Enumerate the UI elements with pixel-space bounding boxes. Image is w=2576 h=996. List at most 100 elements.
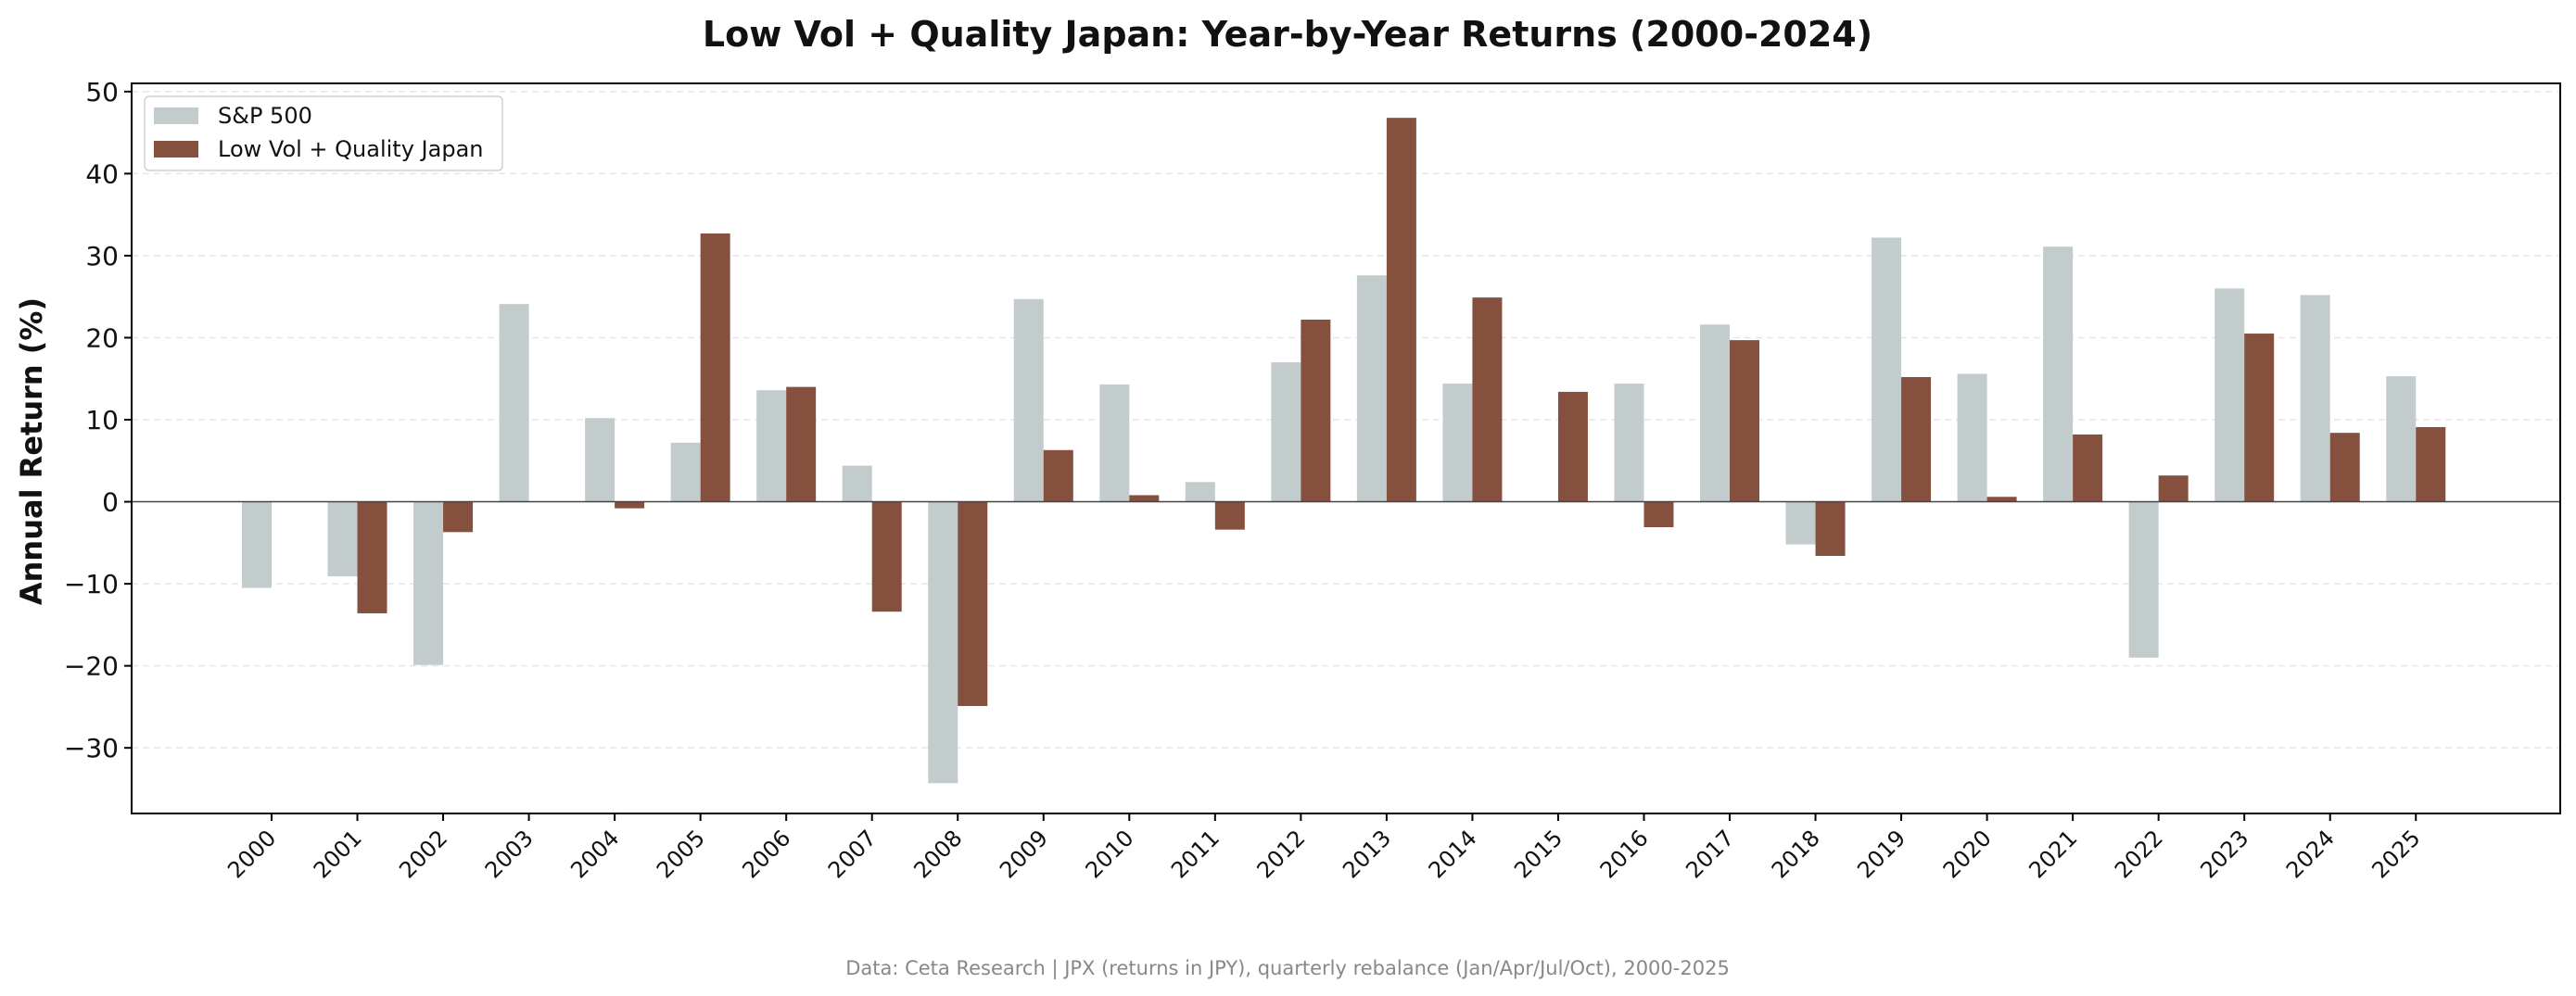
x-tick-label: 2023 xyxy=(2195,825,2253,883)
x-tick-label: 2014 xyxy=(1424,825,1482,883)
lowvol-japan-bar-2024[interactable] xyxy=(2329,433,2360,502)
x-tick-label: 2010 xyxy=(1081,825,1139,883)
x-tick-label: 2024 xyxy=(2281,825,2340,883)
legend[interactable]: S&P 500 Low Vol + Quality Japan xyxy=(144,95,503,171)
legend-swatch xyxy=(154,141,198,158)
bars xyxy=(242,118,2446,784)
lowvol-japan-bar-2016[interactable] xyxy=(1643,501,1674,527)
x-tick-label: 2017 xyxy=(1681,825,1739,883)
sp500-bar-2012[interactable] xyxy=(1271,362,1301,502)
x-tick-label: 2019 xyxy=(1852,825,1910,883)
sp500-bar-2025[interactable] xyxy=(2386,376,2417,502)
lowvol-japan-bar-2025[interactable] xyxy=(2416,426,2446,502)
sp500-bar-2003[interactable] xyxy=(499,304,529,502)
legend-swatch xyxy=(154,107,198,124)
y-tick-label: 50 xyxy=(85,77,119,107)
sp500-bar-2009[interactable] xyxy=(1013,298,1044,502)
lowvol-japan-bar-2018[interactable] xyxy=(1815,501,1846,556)
lowvol-japan-bar-2009[interactable] xyxy=(1043,449,1073,502)
sp500-bar-2008[interactable] xyxy=(928,501,958,784)
x-tick-label: 2000 xyxy=(222,825,281,883)
legend-box xyxy=(144,95,503,171)
sp500-bar-2018[interactable] xyxy=(1785,501,1816,545)
x-tick-label: 2020 xyxy=(1938,825,1997,883)
x-tick-label: 2016 xyxy=(1595,825,1654,883)
lowvol-japan-bar-2019[interactable] xyxy=(1901,376,1932,502)
legend-label[interactable]: S&P 500 xyxy=(218,103,312,129)
x-tick-label: 2012 xyxy=(1252,825,1311,883)
sp500-bar-2024[interactable] xyxy=(2300,295,2330,502)
plot-frame xyxy=(131,82,2561,814)
sp500-bar-2001[interactable] xyxy=(327,501,358,577)
sp500-bar-2023[interactable] xyxy=(2214,288,2245,502)
sp500-bar-2020[interactable] xyxy=(1957,373,1987,502)
x-tick-label: 2011 xyxy=(1166,825,1225,883)
chart-title: Low Vol + Quality Japan: Year-by-Year Re… xyxy=(703,14,1872,55)
lowvol-japan-bar-2006[interactable] xyxy=(786,386,817,502)
x-tick-label: 2018 xyxy=(1767,825,1825,883)
lowvol-japan-bar-2015[interactable] xyxy=(1557,391,1588,502)
sp500-bar-2016[interactable] xyxy=(1614,384,1644,502)
x-tick-label: 2021 xyxy=(2024,825,2082,883)
sp500-bar-2014[interactable] xyxy=(1442,384,1473,502)
sp500-bar-2006[interactable] xyxy=(756,390,787,502)
lowvol-japan-bar-2012[interactable] xyxy=(1301,319,1331,502)
x-tick-label: 2002 xyxy=(394,825,452,883)
sp500-bar-2007[interactable] xyxy=(842,465,872,502)
y-axis-label: Annual Return (%) xyxy=(14,297,49,605)
lowvol-japan-bar-2023[interactable] xyxy=(2244,334,2275,502)
y-tick-label: −10 xyxy=(64,569,119,599)
lowvol-japan-bar-2011[interactable] xyxy=(1214,501,1245,530)
y-axis-ticks: −30 −20 −10 0 10 20 30 40 50 xyxy=(64,77,132,763)
lowvol-japan-bar-2010[interactable] xyxy=(1129,495,1160,502)
lowvol-japan-bar-2002[interactable] xyxy=(443,501,474,533)
sp500-bar-2017[interactable] xyxy=(1700,324,1731,502)
y-tick-label: 10 xyxy=(85,405,119,435)
lowvol-japan-bar-2021[interactable] xyxy=(2073,434,2103,502)
y-tick-label: 0 xyxy=(102,487,119,518)
lowvol-japan-bar-2008[interactable] xyxy=(958,501,988,707)
x-axis-ticks: 2000 2001 2002 2003 2004 2005 2006 2007 2008 2009… xyxy=(222,813,2425,883)
lowvol-japan-bar-2020[interactable] xyxy=(1986,497,2017,502)
y-tick-label: 30 xyxy=(85,241,119,271)
y-tick-label: −20 xyxy=(64,651,119,682)
sp500-bar-2013[interactable] xyxy=(1356,275,1387,502)
legend-label[interactable]: Low Vol + Quality Japan xyxy=(218,136,484,162)
source-footnote: Data: Ceta Research | JPX (returns in JP… xyxy=(845,957,1730,980)
lowvol-japan-bar-2007[interactable] xyxy=(871,501,902,612)
y-tick-label: 40 xyxy=(85,158,119,189)
sp500-bar-2005[interactable] xyxy=(670,442,701,502)
lowvol-japan-bar-2001[interactable] xyxy=(357,501,387,613)
x-tick-label: 2003 xyxy=(480,825,539,883)
lowvol-japan-bar-2004[interactable] xyxy=(615,501,645,509)
y-tick-label: −30 xyxy=(64,733,119,763)
axes xyxy=(131,82,2561,814)
lowvol-japan-bar-2022[interactable] xyxy=(2158,475,2189,502)
x-tick-label: 2008 xyxy=(908,825,967,883)
sp500-bar-2002[interactable] xyxy=(413,501,444,665)
lowvol-japan-bar-2013[interactable] xyxy=(1386,118,1416,502)
x-tick-label: 2015 xyxy=(1509,825,1567,883)
lowvol-japan-bar-2017[interactable] xyxy=(1730,340,1760,502)
sp500-bar-2011[interactable] xyxy=(1185,482,1215,502)
grid-lines xyxy=(132,91,2560,749)
sp500-bar-2010[interactable] xyxy=(1099,384,1130,502)
lowvol-japan-bar-2005[interactable] xyxy=(700,233,730,502)
x-tick-label: 2025 xyxy=(2367,825,2426,883)
sp500-bar-2022[interactable] xyxy=(2128,501,2159,658)
x-tick-label: 2007 xyxy=(823,825,882,883)
x-tick-label: 2005 xyxy=(652,825,710,883)
lowvol-japan-bar-2014[interactable] xyxy=(1472,297,1503,502)
x-tick-label: 2013 xyxy=(1338,825,1396,883)
x-tick-label: 2004 xyxy=(565,825,624,883)
sp500-bar-2019[interactable] xyxy=(1872,237,1902,502)
y-tick-label: 20 xyxy=(85,322,119,353)
sp500-bar-2000[interactable] xyxy=(242,501,272,588)
x-tick-label: 2006 xyxy=(737,825,795,883)
x-tick-label: 2009 xyxy=(995,825,1053,883)
x-tick-label: 2001 xyxy=(309,825,367,883)
sp500-bar-2021[interactable] xyxy=(2043,246,2074,502)
sp500-bar-2004[interactable] xyxy=(585,418,615,502)
